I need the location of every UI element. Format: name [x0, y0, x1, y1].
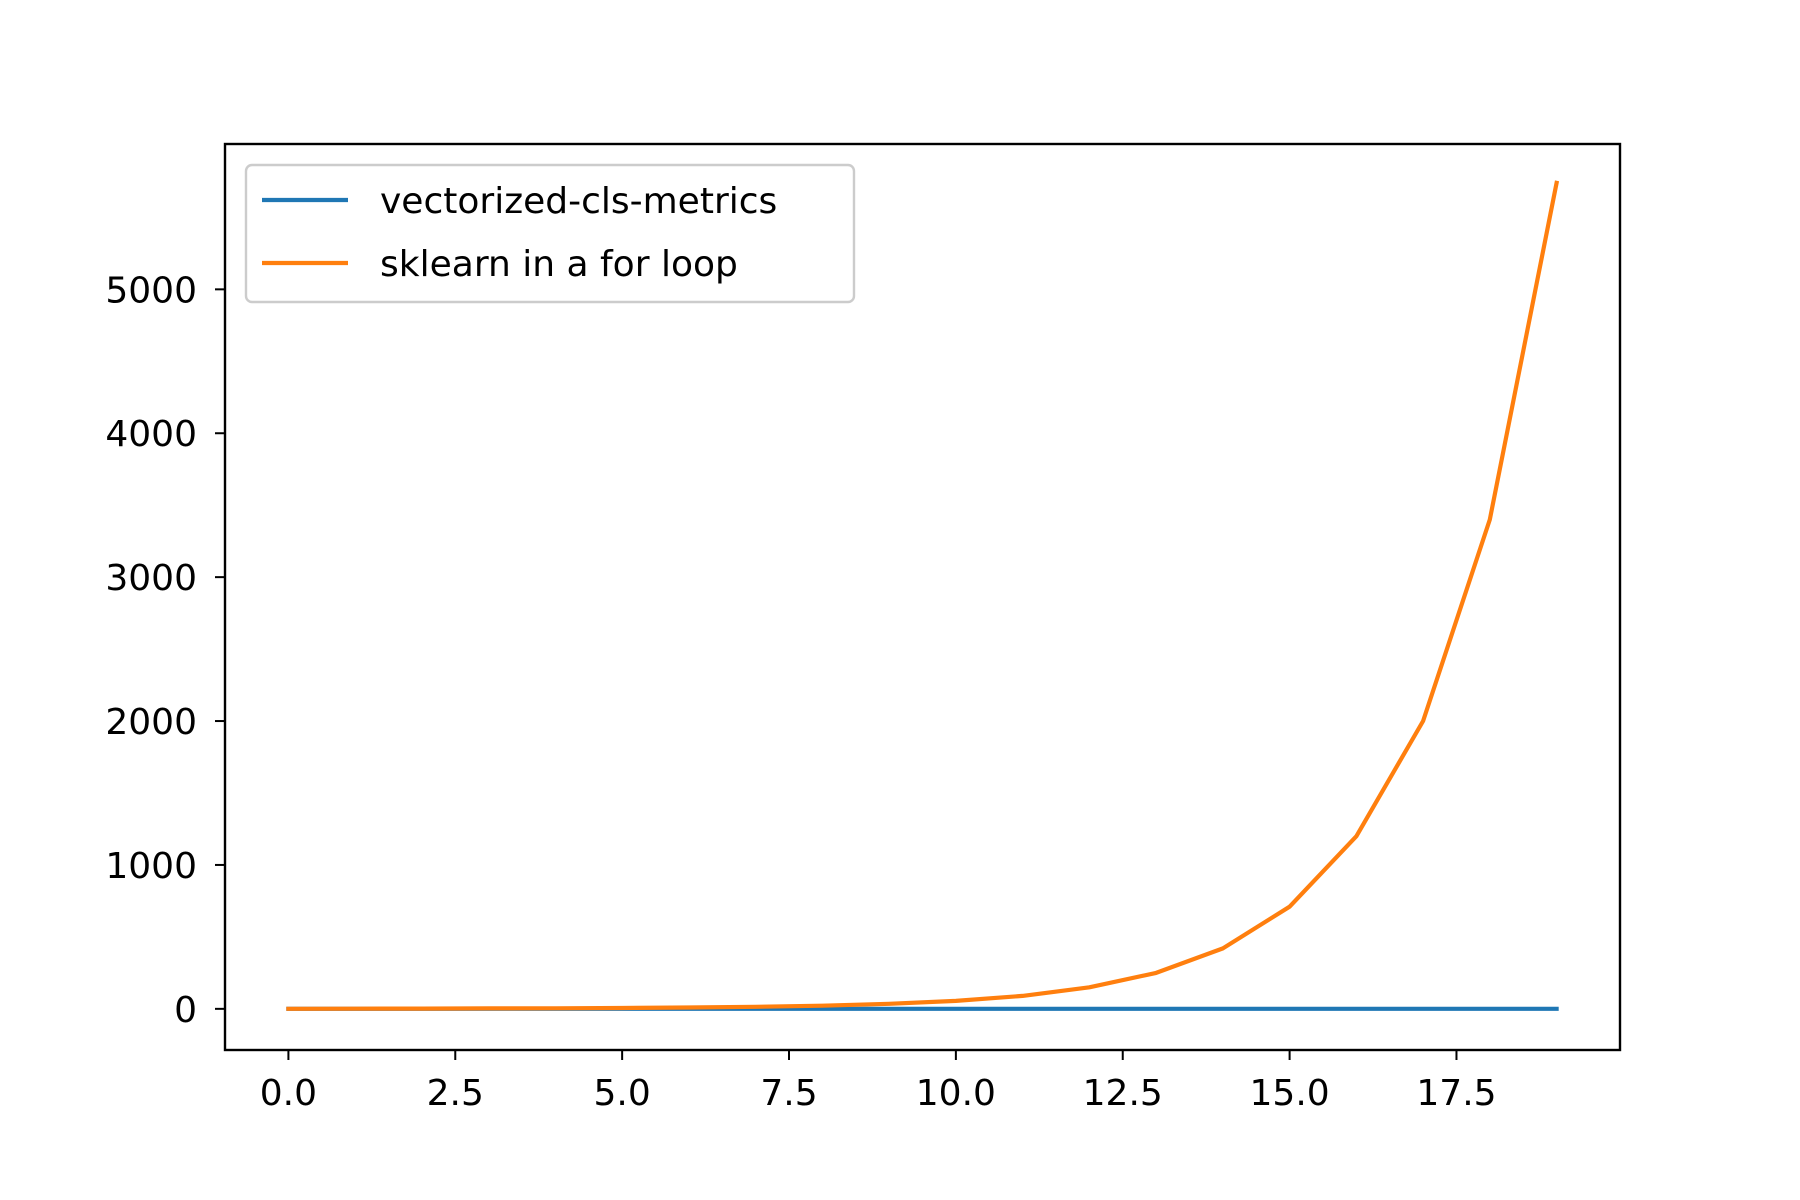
y-tick-label: 4000: [105, 414, 197, 455]
x-axis: 0.0 2.5 5.0 7.5 10.0 12.5 15.0 17.5: [260, 1050, 1497, 1114]
x-tick-label: 12.5: [1083, 1073, 1163, 1114]
x-tick-label: 7.5: [760, 1073, 817, 1114]
x-tick-label: 0.0: [260, 1073, 317, 1114]
x-tick-label: 5.0: [594, 1073, 651, 1114]
legend-label-sklearn-in-a-for-loop: sklearn in a for loop: [380, 244, 738, 285]
y-tick-label: 3000: [105, 558, 197, 599]
y-axis: 0 1000 2000 3000 4000 5000: [105, 270, 225, 1031]
series-layer: [286, 180, 1560, 1011]
series-line-1: [286, 180, 1560, 1011]
legend: vectorized-cls-metrics sklearn in a for …: [244, 163, 856, 304]
legend-label-vectorized-cls-metrics: vectorized-cls-metrics: [380, 181, 777, 222]
x-tick-label: 10.0: [916, 1073, 996, 1114]
x-tick-label: 17.5: [1416, 1073, 1496, 1114]
y-tick-label: 1000: [105, 846, 197, 887]
plot-frame: [223, 142, 1622, 1052]
x-tick-label: 15.0: [1250, 1073, 1330, 1114]
y-tick-label: 2000: [105, 702, 197, 743]
x-tick-label: 2.5: [427, 1073, 484, 1114]
legend-box: [244, 163, 856, 304]
y-tick-label: 0: [174, 990, 197, 1031]
y-tick-label: 5000: [105, 270, 197, 311]
